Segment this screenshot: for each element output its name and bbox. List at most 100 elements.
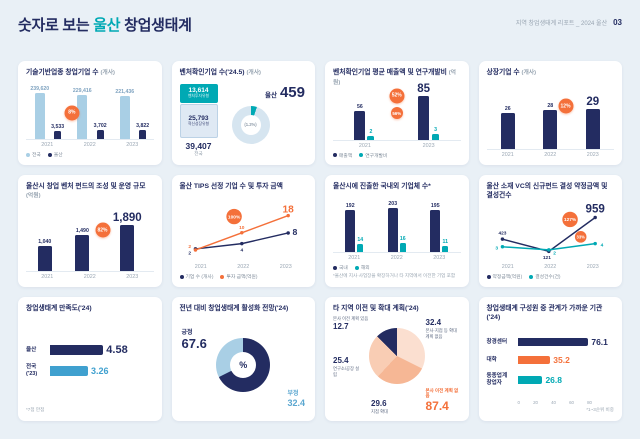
x-tick: 2022 [83,142,96,148]
plot-area: 56 2 85 3 52% 56% [333,83,461,141]
hbar-label: 울산 [26,346,37,353]
hbar-label: 대학 [486,356,497,363]
stack-segment: 13,614 벤처투자유형 [179,83,218,103]
bar-value-label: 16 [399,236,406,243]
data-point [500,237,504,241]
hbar-track: 3.26 [50,365,154,376]
legend-dot [529,274,534,279]
companies-into-ulsan-chart: 192 14 203 16 195 11 2021 2022 2023 국내 해외 [333,194,461,271]
bar-wrap: 56 [354,104,366,140]
hbar-track: 35.2 [517,355,615,365]
x-tick: 2021 [41,274,54,280]
card-venture-financials: 벤처확인기업 평균 매출액 및 연구개발비 (억원) 56 2 85 3 52% 56% 2… [325,61,469,165]
bar [354,110,366,140]
bar [367,135,375,140]
bar-wrap: 192 [345,203,356,253]
hbar-label: 창경센터 [486,338,508,345]
card-outlook: 전년 대비 창업생태계 활성화 전망('24) % 긍정 67.6 부정 32.4 [171,297,315,421]
bar [345,210,356,253]
bar-wrap: 1,490 [75,228,90,271]
legend-item: 투자 금액(억원) [220,273,257,280]
x-tick: 2021 [348,255,361,262]
legend-item: 기업 수 (개사) [179,273,213,280]
bar [77,95,88,139]
card-title: 울산시에 진출한 국내외 기업체 수* [333,182,461,191]
hbar-label: 동종업계 창업자 [486,373,508,386]
bar-wrap: 28 [543,103,558,149]
bar-wrap: 14 [357,237,364,253]
legend-item: 약정금액(억원) [486,273,523,280]
card-companies-into-ulsan: 울산시에 진출한 국내외 기업체 수* 192 14 203 16 195 11 2021 2… [325,175,469,287]
card-title: 울산시 창업 벤처 펀드의 조성 및 운영 규모 (억원) [26,182,154,201]
legend-dot [354,265,359,270]
bar [585,109,600,149]
card-tips: 울산 TIPS 선정 기업 수 및 투자 금액 2 4 8 2 10 18 100% 2021… [171,175,315,287]
segment-label: 혁신성장유형 [188,121,209,126]
legend-dot [359,153,364,158]
card-title: 울산 소재 VC의 신규펀드 결성 약정금액 및 결성건수 [487,182,615,200]
national-stack: 13,614 벤처투자유형 25,793 혁신성장유형 39,407 전국 [179,83,218,158]
bar-wrap: 239,620 [30,86,49,139]
bar-value-label: 14 [357,237,364,244]
bar-value-label: 229,416 [72,88,92,94]
bar-wrap: 85 [417,83,430,140]
x-axis: 2021 2022 2023 [487,152,615,158]
growth-badge [561,211,578,228]
legend: 전국 울산 [26,151,154,158]
bar [387,208,398,253]
legend-item: 전국 [26,151,41,158]
bar [139,130,147,139]
slice-value: 67.6 [181,335,207,351]
bar-group: 229,416 3,702 [73,88,107,139]
legend-dot [26,152,30,157]
slice-value: 32.4 [287,397,305,408]
bar [119,96,130,139]
x-tick: 2021 [194,264,207,270]
hbar-row: 동종업계 창업자 26.8 [487,373,615,386]
bar-wrap: 16 [399,236,406,253]
hbar-fill [50,365,88,376]
legend-item: 해외 [354,264,370,271]
bar-value-label: 28 [547,103,554,109]
point-label: 8 [292,227,297,237]
bar-wrap: 3 [432,127,440,140]
legend-dot [220,274,225,279]
slice-name: 부정 [287,390,299,397]
point-label: 2 [553,251,556,257]
slice-label: 29.6 지점 확대 [371,399,407,414]
growth-badge: 56% [390,107,403,120]
bar-wrap: 195 [430,203,441,253]
point-label: 4 [600,243,603,249]
point-label: 2 [188,244,191,250]
data-point [285,213,290,218]
hbar-body: 창경센터 76.1 대학 35.2 동종업계 창업자 26.8 [487,325,615,398]
card-title-text: 창업생태계 만족도('24) [26,305,92,312]
slice-value: 12.7 [333,321,349,331]
bar-value-label: 203 [388,201,398,208]
data-point [239,231,244,235]
page-header: 숫자로 보는 울산 창업생태계 지역 창업생태계 리포트 _ 2024 울산 0… [18,14,622,35]
point-label: 2 [188,251,191,257]
bar [75,235,90,271]
data-point [592,215,597,220]
slice-label: 32.4 본사·지점 등 확대 계획 없음 [426,318,461,339]
bar-value-label: 11 [442,239,448,246]
bar-value-label: 192 [345,203,355,210]
legend-label: 약정금액(억원) [492,275,523,280]
summary-label: 본사 이전 계획 없음 87.4 [426,388,461,414]
card-title: 타 지역 이전 및 확대 계획('24) [333,304,461,313]
card-title-unit: (억원) [333,70,457,86]
ulsan-head: 울산 459 [265,84,305,101]
legend-item: 국내 [333,264,348,271]
bar-wrap: 229,416 [73,88,92,139]
hbar-value: 26.8 [545,374,562,385]
legend-item: 연구개발비 [359,152,387,159]
data-point [500,245,504,249]
slice-value: 32.4 [425,318,442,328]
hbar-value: 4.58 [106,343,128,356]
data-point [239,241,244,246]
bar [54,131,62,139]
card-listed-companies: 상장기업 수 (개사) 26 28 29 12% 2021 2022 2023 [478,61,622,165]
hbar-row: 울산 4.58 [26,344,154,356]
bar-value-label: 3,702 [93,123,107,129]
